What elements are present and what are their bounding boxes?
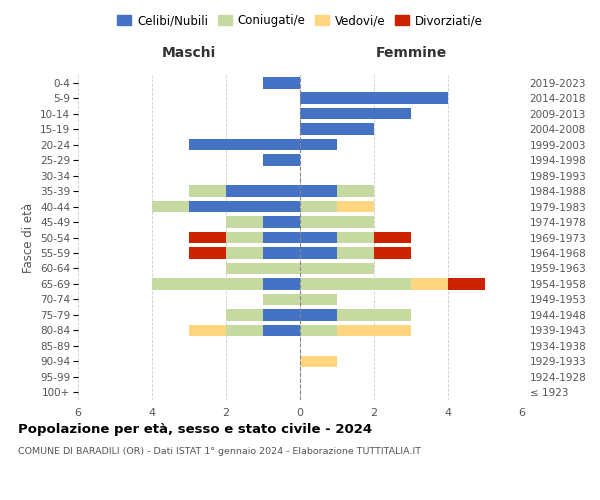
Bar [300, 216, 374, 228]
Bar [263, 247, 300, 259]
Bar [448, 278, 485, 289]
Bar [189, 232, 226, 243]
Bar [374, 232, 411, 243]
Bar [300, 232, 337, 243]
Bar [263, 278, 300, 289]
Bar [300, 124, 374, 135]
Bar [189, 200, 300, 212]
Bar [226, 324, 263, 336]
Bar [300, 139, 337, 150]
Bar [189, 324, 226, 336]
Text: Maschi: Maschi [162, 46, 216, 60]
Bar [189, 139, 300, 150]
Bar [226, 262, 300, 274]
Bar [300, 92, 448, 104]
Bar [226, 186, 300, 197]
Bar [263, 309, 300, 320]
Legend: Celibi/Nubili, Coniugati/e, Vedovi/e, Divorziati/e: Celibi/Nubili, Coniugati/e, Vedovi/e, Di… [112, 10, 488, 32]
Bar [337, 232, 374, 243]
Bar [189, 247, 226, 259]
Bar [189, 186, 226, 197]
Bar [300, 262, 374, 274]
Bar [337, 186, 374, 197]
Bar [337, 324, 411, 336]
Text: Femmine: Femmine [376, 46, 446, 60]
Bar [226, 247, 263, 259]
Bar [152, 278, 263, 289]
Bar [300, 247, 337, 259]
Bar [300, 294, 337, 305]
Bar [411, 278, 448, 289]
Bar [263, 154, 300, 166]
Bar [374, 247, 411, 259]
Bar [226, 309, 263, 320]
Bar [300, 278, 411, 289]
Bar [152, 200, 189, 212]
Text: Popolazione per età, sesso e stato civile - 2024: Popolazione per età, sesso e stato civil… [18, 422, 372, 436]
Bar [300, 324, 337, 336]
Bar [263, 216, 300, 228]
Bar [226, 216, 263, 228]
Bar [300, 356, 337, 367]
Bar [300, 309, 337, 320]
Bar [226, 232, 263, 243]
Y-axis label: Anni di nascita: Anni di nascita [598, 194, 600, 281]
Bar [300, 200, 337, 212]
Bar [263, 77, 300, 88]
Bar [263, 324, 300, 336]
Bar [337, 247, 374, 259]
Bar [337, 309, 411, 320]
Text: COMUNE DI BARADILI (OR) - Dati ISTAT 1° gennaio 2024 - Elaborazione TUTTITALIA.I: COMUNE DI BARADILI (OR) - Dati ISTAT 1° … [18, 448, 421, 456]
Bar [300, 186, 337, 197]
Bar [300, 108, 411, 120]
Bar [263, 232, 300, 243]
Bar [263, 294, 300, 305]
Bar [337, 200, 374, 212]
Y-axis label: Fasce di età: Fasce di età [22, 202, 35, 272]
